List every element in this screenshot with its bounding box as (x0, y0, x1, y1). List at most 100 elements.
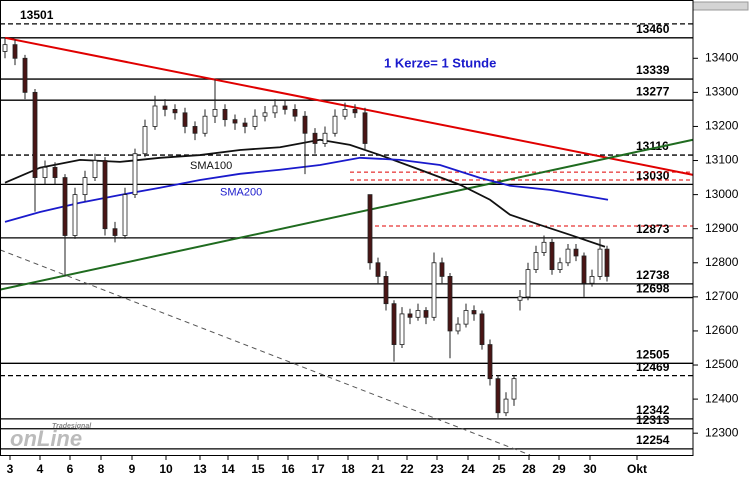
logo: onLine (10, 426, 82, 451)
x-tick-label: 3 (7, 462, 14, 476)
candle-body (162, 105, 168, 110)
y-tick-label: 12600 (705, 323, 739, 337)
moving-average (4, 156, 609, 223)
level-label: 13339 (636, 63, 670, 77)
x-tick-label: 30 (583, 462, 597, 476)
candle-body (322, 132, 328, 144)
candle-body (122, 194, 128, 236)
candle-body (312, 132, 318, 144)
x-tick-label: 17 (311, 462, 325, 476)
candle-body (471, 310, 477, 315)
level-label: 13277 (636, 84, 670, 98)
x-tick-label: 13 (193, 462, 207, 476)
candle-body (82, 177, 88, 196)
candle-body (182, 112, 188, 127)
candle-body (222, 109, 228, 121)
candle-body (352, 109, 358, 114)
level-label: 13030 (636, 169, 670, 183)
candle-body (557, 262, 563, 270)
candle-body (573, 248, 579, 257)
candle-body (463, 310, 469, 325)
candle-body (455, 323, 461, 332)
x-tick-label: 23 (430, 462, 444, 476)
candle-body (589, 276, 595, 284)
candle-body (407, 313, 413, 318)
candle-body (399, 313, 405, 345)
scroll-bar[interactable] (692, 1, 749, 11)
annotation: 1 Kerze= 1 Stunde (384, 55, 496, 70)
x-tick-label: 8 (98, 462, 105, 476)
candle-body (282, 105, 288, 110)
candle-body (72, 194, 78, 236)
y-tick-label: 12300 (705, 425, 739, 439)
candle-body (42, 166, 48, 178)
candle-body (362, 112, 368, 144)
candle-body (12, 44, 18, 59)
logo-small: Tradesignal (52, 423, 92, 430)
x-tick-label: 25 (492, 462, 506, 476)
candle-body (212, 109, 218, 117)
candle-body (32, 91, 38, 178)
x-tick-label: 24 (461, 462, 475, 476)
y-tick-label: 13200 (705, 119, 739, 133)
candle-body (62, 177, 68, 236)
candle-body (2, 44, 8, 52)
y-tick-label: 12500 (705, 357, 739, 371)
x-tick-label: 21 (371, 462, 385, 476)
candle-body (581, 255, 587, 284)
level-label: 12254 (636, 433, 670, 447)
candle-body (302, 115, 308, 134)
candle-body (487, 344, 493, 380)
series-label: SMA200 (220, 186, 262, 198)
candle-body (202, 115, 208, 134)
x-tick-label: 6 (67, 462, 74, 476)
x-tick-label: 15 (251, 462, 265, 476)
candle-body (92, 160, 98, 178)
x-tick-label: Okt (627, 462, 647, 476)
candle-body (495, 378, 501, 414)
y-tick-label: 12400 (705, 391, 739, 405)
y-tick-label: 13400 (705, 50, 739, 64)
x-tick-label: 28 (522, 462, 536, 476)
x-tick-label: 4 (37, 462, 44, 476)
candle-body (447, 276, 453, 332)
plot-area: 1350113460133391327713116130301287312738… (0, 8, 694, 456)
candle-body (431, 262, 437, 318)
level-label: 12469 (636, 360, 670, 374)
x-tick-label: 10 (159, 462, 173, 476)
y-tick-label: 12700 (705, 289, 739, 303)
candle-body (232, 119, 238, 124)
y-tick-label: 13300 (705, 85, 739, 99)
candle-body (525, 269, 531, 298)
candle-body (142, 126, 148, 155)
plot-frame (0, 0, 694, 456)
candle-body (597, 248, 603, 277)
candle-body (517, 296, 523, 301)
candle-body (112, 228, 118, 236)
x-tick-label: 16 (281, 462, 295, 476)
trend-line (0, 249, 531, 456)
candle-body (102, 160, 108, 230)
candle-body (332, 115, 338, 134)
candle-body (132, 153, 138, 196)
moving-average (4, 138, 606, 248)
candle-body (262, 112, 268, 117)
x-tick-label: 14 (221, 462, 235, 476)
candle-body (292, 109, 298, 117)
candle-body (533, 252, 539, 270)
level-label: 12698 (636, 282, 670, 296)
trend-line (0, 138, 694, 291)
candle-body (541, 241, 547, 253)
y-tick-label: 12800 (705, 255, 739, 269)
candle-body (242, 122, 248, 127)
x-tick-label: 22 (400, 462, 414, 476)
level-label: 12873 (636, 222, 670, 236)
candle-body (367, 194, 373, 264)
candle-body (375, 262, 381, 277)
level-label: 12313 (636, 413, 670, 427)
y-tick-label: 13100 (705, 153, 739, 167)
x-tick-label: 9 (129, 462, 136, 476)
candle-body (549, 241, 555, 270)
